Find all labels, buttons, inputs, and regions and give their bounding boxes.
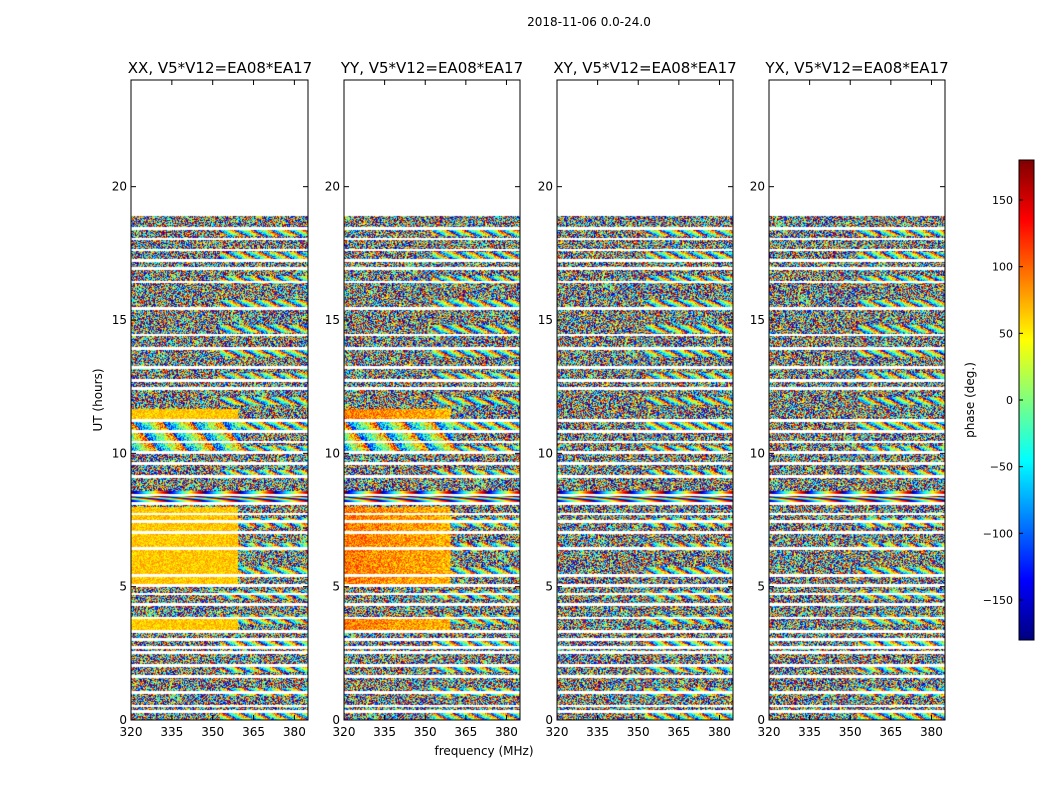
- y-tick-label: 0: [332, 713, 340, 727]
- figure-suptitle: 2018-11-06 0.0-24.0: [527, 15, 651, 29]
- x-tick-label: 365: [667, 725, 690, 739]
- colorbar: 150 100 50 0 −50 −100 −150 phase (deg.): [963, 159, 1035, 641]
- x-tick-label: 380: [708, 725, 731, 739]
- y-tick-label: 0: [757, 713, 765, 727]
- x-tick-label: 350: [201, 725, 224, 739]
- x-tick-label: 365: [879, 725, 902, 739]
- x-tick-label: 335: [373, 725, 396, 739]
- y-tick-label: 15: [750, 313, 765, 327]
- x-tick-label: 320: [546, 725, 569, 739]
- x-ticks: 320 335 350 365 380: [758, 80, 943, 739]
- x-tick-label: 350: [627, 725, 650, 739]
- plot-frame: [556, 79, 734, 721]
- x-ticks: 320 335 350 365 380: [120, 80, 306, 739]
- heatmap-image: [344, 80, 520, 720]
- colorbar-tick-label: 0: [1006, 394, 1013, 407]
- panel-title: YY, V5*V12=EA08*EA17: [340, 59, 523, 77]
- y-tick-label: 20: [325, 180, 340, 194]
- x-tick-label: 350: [414, 725, 437, 739]
- plot-frame: [768, 79, 946, 721]
- x-ticks: 320 335 350 365 380: [546, 80, 731, 739]
- panel-title: XY, V5*V12=EA08*EA17: [553, 59, 736, 77]
- x-tick-label: 365: [242, 725, 265, 739]
- colorbar-tick-label: −150: [983, 594, 1013, 607]
- y-tick-label: 5: [545, 580, 553, 594]
- y-tick-label: 0: [545, 713, 553, 727]
- panel-xx: XX, V5*V12=EA08*EA17 320 335 350 365 380 0 5 1…: [91, 59, 312, 739]
- colorbar-tick-label: 100: [992, 261, 1013, 274]
- x-tick-label: 365: [454, 725, 477, 739]
- y-tick-label: 5: [332, 580, 340, 594]
- x-tick-label: 380: [283, 725, 306, 739]
- plot-frame: [130, 79, 309, 721]
- y-tick-label: 15: [112, 313, 127, 327]
- x-tick-label: 320: [120, 725, 143, 739]
- y-tick-label: 20: [112, 180, 127, 194]
- y-tick-label: 10: [750, 446, 765, 460]
- heatmap-image: [769, 80, 945, 720]
- x-tick-label: 335: [798, 725, 821, 739]
- y-ticks: 0 5 10 15 20: [112, 180, 308, 727]
- x-tick-label: 380: [920, 725, 943, 739]
- y-tick-label: 5: [757, 580, 765, 594]
- x-tick-label: 320: [333, 725, 356, 739]
- colorbar-ticks: 150 100 50 0 −50 −100 −150: [983, 194, 1023, 607]
- colorbar-tick-label: 150: [992, 194, 1013, 207]
- heatmap-image: [131, 80, 308, 720]
- plot-frame: [343, 79, 521, 721]
- x-ticks: 320 335 350 365 380: [333, 80, 518, 739]
- y-ticks: 0 5 10 15 20: [538, 180, 733, 727]
- y-tick-label: 20: [538, 180, 553, 194]
- colorbar-tick-label: 50: [999, 327, 1013, 340]
- x-tick-label: 380: [495, 725, 518, 739]
- y-tick-label: 0: [119, 713, 127, 727]
- x-tick-label: 335: [586, 725, 609, 739]
- y-tick-label: 20: [750, 180, 765, 194]
- x-axis-label: frequency (MHz): [434, 744, 533, 758]
- colorbar-label: phase (deg.): [963, 362, 977, 438]
- x-tick-label: 320: [758, 725, 781, 739]
- panel-yy: YY, V5*V12=EA08*EA17 320 335 350 365 380 0 5 1…: [325, 59, 534, 758]
- y-ticks: 0 5 10 15 20: [750, 180, 945, 727]
- x-tick-label: 335: [160, 725, 183, 739]
- panel-yx: YX, V5*V12=EA08*EA17 320 335 350 365 380 0 5 1…: [750, 59, 949, 739]
- y-tick-label: 10: [538, 446, 553, 460]
- y-axis-label: UT (hours): [91, 368, 105, 431]
- y-tick-label: 10: [112, 446, 127, 460]
- colorbar-tick-label: −100: [983, 527, 1013, 540]
- panel-title: XX, V5*V12=EA08*EA17: [128, 59, 312, 77]
- heatmap-image: [557, 80, 733, 720]
- y-tick-label: 5: [119, 580, 127, 594]
- y-tick-label: 15: [538, 313, 553, 327]
- y-ticks: 0 5 10 15 20: [325, 180, 520, 727]
- y-tick-label: 15: [325, 313, 340, 327]
- y-tick-label: 10: [325, 446, 340, 460]
- colorbar-tick-label: −50: [990, 461, 1013, 474]
- x-tick-label: 350: [839, 725, 862, 739]
- panel-xy: XY, V5*V12=EA08*EA17 320 335 350 365 380 0 5 1…: [538, 59, 737, 739]
- panel-title: YX, V5*V12=EA08*EA17: [764, 59, 948, 77]
